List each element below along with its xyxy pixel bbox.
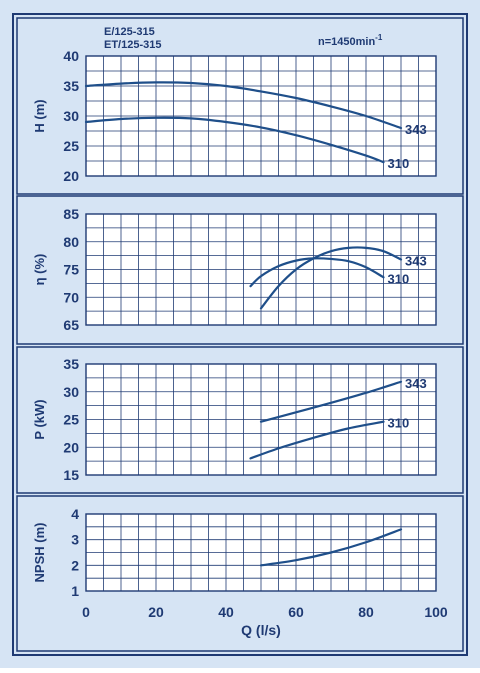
y-tick-label: 75 <box>63 262 79 278</box>
x-tick-label: 80 <box>358 604 374 620</box>
curve-label-343: 343 <box>405 254 427 269</box>
section-frame-4 <box>16 495 464 652</box>
y-tick-label: 15 <box>63 467 79 483</box>
x-tick-label: 40 <box>218 604 234 620</box>
curve-label-343: 343 <box>405 122 427 137</box>
y-tick-label: 65 <box>63 317 79 333</box>
curve-310 <box>249 257 385 288</box>
speed-label: n=1450min-1 <box>318 33 383 48</box>
y-tick-label: 30 <box>63 108 79 124</box>
curve-310 <box>249 420 385 460</box>
x-axis-label: Q (l/s) <box>241 622 281 638</box>
chart-header: E/125-315 ET/125-315 n=1450min-1 <box>104 26 383 51</box>
x-tick-label: 100 <box>424 604 448 620</box>
curve-343 <box>84 81 403 130</box>
section-frame-1 <box>16 17 464 195</box>
y-axis-label: η (%) <box>32 254 47 286</box>
x-tick-label: 0 <box>82 604 90 620</box>
y-axis-label: P (kW) <box>32 399 47 439</box>
curve-310 <box>84 116 385 164</box>
curve-npsh <box>259 528 403 567</box>
speed-label-exponent: -1 <box>375 33 383 42</box>
y-tick-label: 25 <box>63 138 79 154</box>
grid-lines <box>86 214 436 325</box>
section-frame-3 <box>16 346 464 494</box>
y-tick-label: 35 <box>63 356 79 372</box>
x-tick-label: 20 <box>148 604 164 620</box>
panel-2: 65 70 75 80 85 η (%) 343 310 <box>32 206 437 333</box>
grid-lines <box>86 56 436 176</box>
panel-3: 15 20 25 30 35 P (kW) 343 310 <box>32 356 437 483</box>
y-tick-label: 2 <box>71 557 79 573</box>
curve-343 <box>259 380 403 423</box>
y-tick-label: 20 <box>63 168 79 184</box>
x-tick-label: 60 <box>288 604 304 620</box>
y-tick-label: 80 <box>63 234 79 250</box>
y-tick-label: 3 <box>71 532 79 548</box>
panel-frames <box>12 13 468 656</box>
curve-label-310: 310 <box>388 156 410 171</box>
y-axis-label: NPSH (m) <box>32 523 47 583</box>
y-tick-label: 40 <box>63 48 79 64</box>
y-tick-label: 35 <box>63 78 79 94</box>
y-tick-label: 4 <box>71 506 79 522</box>
y-tick-label: 1 <box>71 583 79 599</box>
outer-frame <box>12 13 468 656</box>
curve-label-310: 310 <box>388 416 410 431</box>
y-axis-label: H (m) <box>32 99 47 132</box>
y-tick-label: 25 <box>63 412 79 428</box>
grid-lines <box>86 514 436 591</box>
curve-label-343: 343 <box>405 376 427 391</box>
model-label-line2: ET/125-315 <box>104 39 161 51</box>
section-frame-2 <box>16 195 464 345</box>
y-tick-label: 85 <box>63 206 79 222</box>
y-tick-label: 30 <box>63 384 79 400</box>
panel-1: 20 25 30 35 40 H (m) 343 310 <box>32 48 437 184</box>
speed-label-main: n=1450min <box>318 36 375 48</box>
grid-lines <box>86 364 436 475</box>
model-label-line1: E/125-315 <box>104 26 155 38</box>
curve-343 <box>259 246 403 310</box>
panel-4: 1 2 3 4 NPSH (m) 0 20 40 60 80 100 Q (l/s) <box>32 506 448 638</box>
y-tick-label: 70 <box>63 289 79 305</box>
curve-label-310: 310 <box>388 271 410 286</box>
y-tick-label: 20 <box>63 439 79 455</box>
